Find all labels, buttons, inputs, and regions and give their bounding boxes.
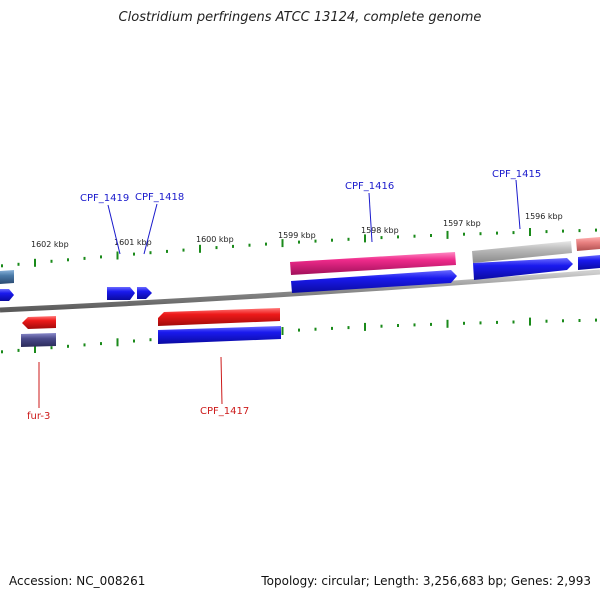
gene-feature-blue-cpf-1415b[interactable] (473, 258, 573, 280)
gene-feature-red-cpf-1417[interactable] (158, 308, 280, 326)
gene-label-cpf-1419[interactable]: CPF_1419 (80, 193, 129, 204)
gene-feature-red-fur-3[interactable] (22, 316, 56, 329)
map-title: Clostridium perfringens ATCC 13124, comp… (118, 10, 482, 25)
scale-label-1599: 1599 kbp (278, 231, 316, 240)
leader-cpf-1415 (515, 179, 521, 230)
gene-feature-blue-cpf-1419[interactable] (107, 287, 135, 300)
accession-text: Accession: NC_008261 (9, 574, 146, 588)
gene-feature-steel[interactable] (0, 270, 14, 284)
scale-label-1602: 1602 kbp (31, 240, 69, 249)
outer-scale-ticks (1, 228, 597, 268)
scale-label-1597: 1597 kbp (443, 219, 481, 228)
inner-scale-ticks (1, 317, 597, 354)
scale-label-1598: 1598 kbp (361, 226, 399, 235)
scale-label-1601: 1601 kbp (114, 238, 152, 247)
gene-feature-lightred[interactable] (576, 237, 600, 251)
scale-label-1600: 1600 kbp (196, 235, 234, 244)
gene-feature-blue-right[interactable] (578, 255, 600, 270)
scale-label-1596: 1596 kbp (525, 212, 563, 221)
leader-cpf-1416 (368, 192, 373, 243)
leader-cpf-1417 (220, 356, 223, 405)
leader-cpf-1419 (107, 204, 121, 255)
gene-feature-blue-cpf-1416b[interactable] (291, 270, 457, 293)
gene-feature-blue-inner[interactable] (158, 326, 281, 344)
gene-label-fur-3[interactable]: fur-3 (27, 411, 50, 422)
gene-label-cpf-1415[interactable]: CPF_1415 (492, 169, 541, 180)
gene-feature-purple[interactable] (21, 333, 56, 347)
genome-backbone (0, 269, 600, 313)
gene-label-cpf-1416[interactable]: CPF_1416 (345, 181, 394, 192)
gene-feature-gray-cpf-1415[interactable] (472, 241, 572, 263)
gene-label-cpf-1417[interactable]: CPF_1417 (200, 406, 249, 417)
leader-cpf-1418 (143, 203, 158, 255)
gene-feature-pink-cpf-1416[interactable] (290, 252, 456, 275)
gene-feature-blue-cpf-1418[interactable] (137, 287, 152, 299)
genome-summary-text: Topology: circular; Length: 3,256,683 bp… (261, 574, 591, 588)
gene-feature-blue-edge[interactable] (0, 289, 14, 301)
gene-label-cpf-1418[interactable]: CPF_1418 (135, 192, 184, 203)
